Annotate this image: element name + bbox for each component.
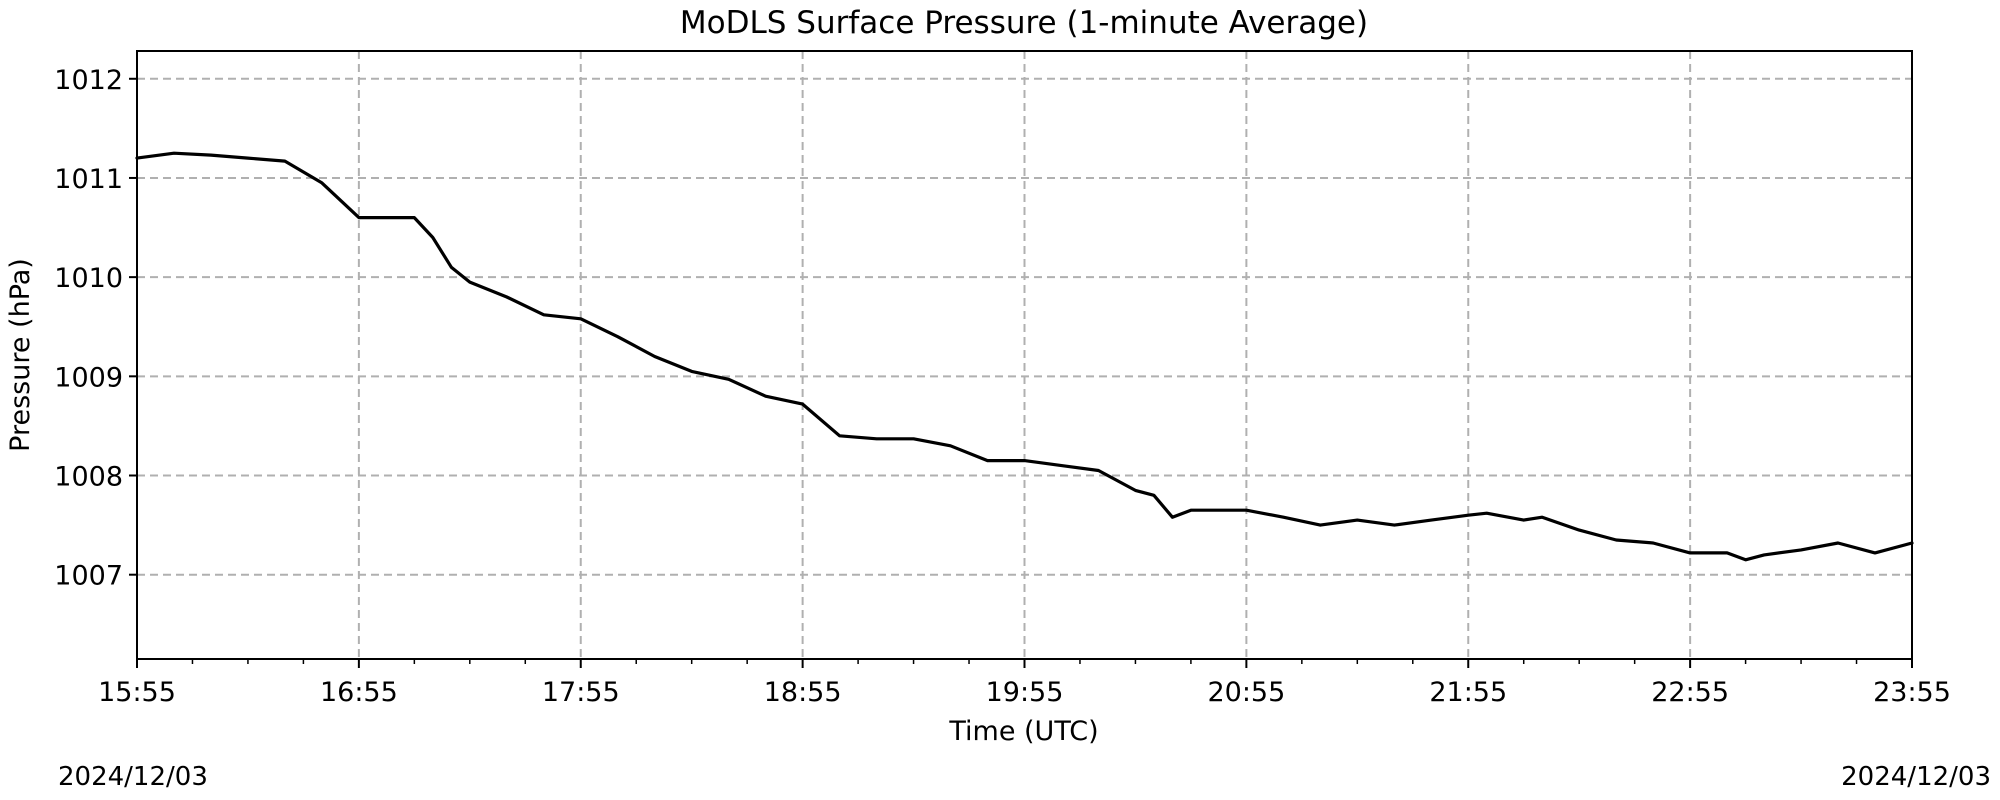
x-tick-label: 20:55 [1207,677,1285,708]
x-tick-label: 23:55 [1873,677,1951,708]
plot-frame [136,50,1913,660]
x-tick-label: 16:55 [320,677,398,708]
x-tick-label: 19:55 [986,677,1064,708]
y-tick-label: 1011 [54,164,123,195]
tick-layer: 1007 1008 1009 1010 1011 1012 15:55 16:55 17:55 1… [54,65,1951,708]
pressure-chart: MoDLS Surface Pressure (1-minute Average… [5,5,1951,747]
series-layer [135,151,1914,562]
grid-layer [136,51,1913,659]
y-tick-label: 1008 [54,462,123,493]
x-tick-label: 22:55 [1651,677,1729,708]
y-axis-label: Pressure (hPa) [5,258,36,452]
start-date-label: 2024/12/03 [58,762,208,792]
x-tick-label: 21:55 [1429,677,1507,708]
x-tick-label: 18:55 [764,677,842,708]
y-tick-label: 1007 [54,561,123,592]
x-tick-label: 17:55 [542,677,620,708]
y-tick-label: 1010 [54,263,123,294]
pressure-series-line [135,151,1914,562]
x-tick-label: 15:55 [98,677,176,708]
y-tick-label: 1012 [54,65,123,96]
y-tick-label: 1009 [54,362,123,393]
x-axis-label: Time (UTC) [948,716,1098,747]
chart-title: MoDLS Surface Pressure (1-minute Average… [680,5,1368,41]
end-date-label: 2024/12/03 [1841,762,1991,792]
